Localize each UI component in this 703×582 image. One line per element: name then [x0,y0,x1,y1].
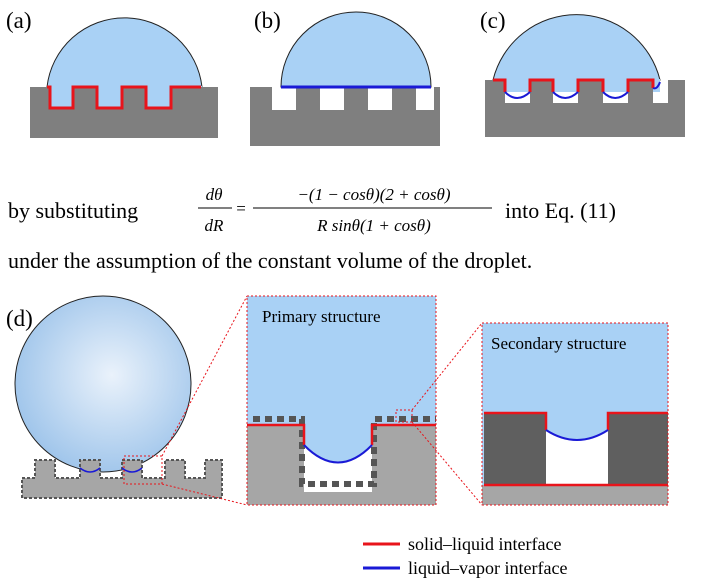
panel-label: (a) [6,8,32,33]
legend-label: solid–liquid interface [408,534,561,554]
equation-part: −(1 − cosθ)(2 + cosθ) [297,185,450,204]
equation-part: = [236,199,246,218]
paragraph: by substituting dθ dR = −(1 − cosθ)(2 + … [8,185,616,273]
figure: (a) (b) (c) by substituting dθ dR = −(1 … [0,0,703,582]
panel-b: (b) [250,8,440,146]
legend-label: liquid–vapor interface [408,558,567,578]
panel-label: (d) [6,306,33,331]
text: into Eq. (11) [505,198,616,223]
panel-c: (c) [480,8,685,137]
panel-d: (d) Primary structure Secondary structur… [6,296,668,505]
equation-part: R sinθ(1 + cosθ) [316,216,431,235]
equation-part: dR [205,216,225,235]
panel-label: (c) [480,8,506,33]
legend: solid–liquid interface liquid–vapor inter… [363,534,567,578]
text: by substituting [8,198,138,223]
inset-title: Secondary structure [491,334,626,353]
panel-a: (a) [6,8,218,138]
equation-part: dθ [206,185,223,204]
text: under the assumption of the constant vol… [8,248,532,273]
inset-title: Primary structure [262,307,381,326]
panel-label: (b) [254,8,281,33]
